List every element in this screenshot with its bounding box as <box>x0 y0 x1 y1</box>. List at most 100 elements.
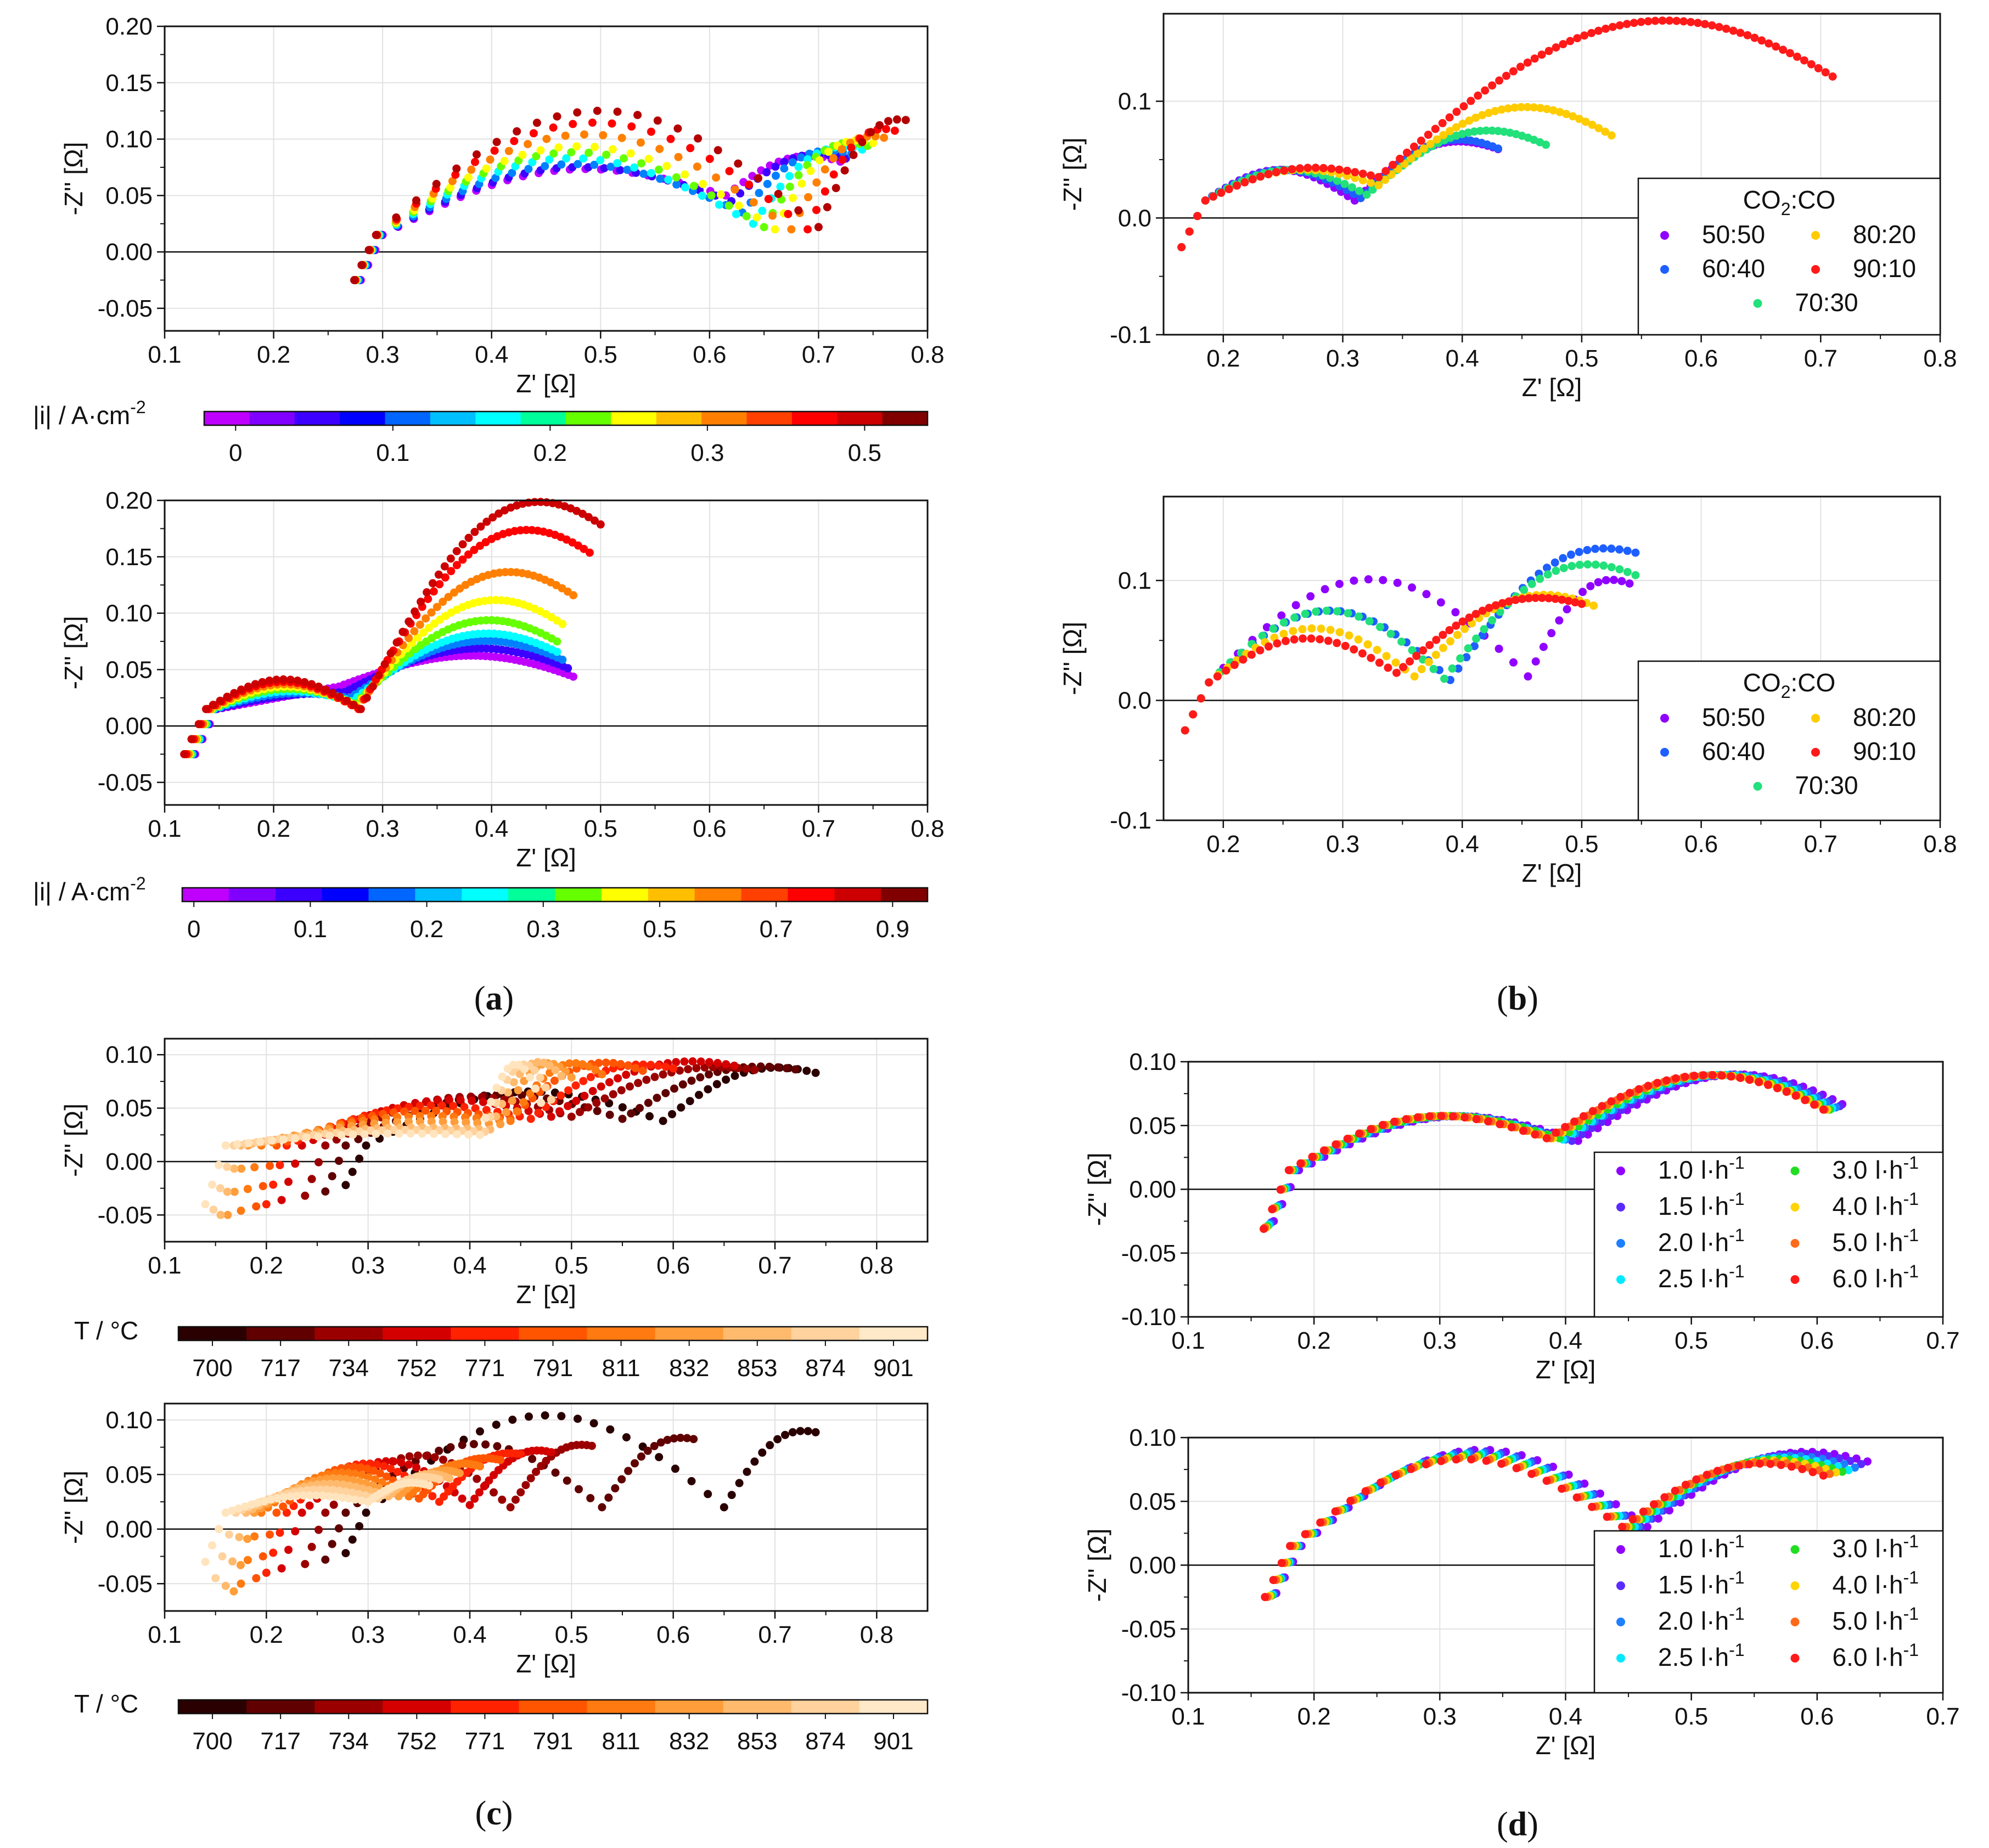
data-point <box>1391 658 1400 667</box>
data-point <box>1863 1457 1872 1466</box>
data-point <box>180 750 189 758</box>
data-point <box>686 1097 694 1106</box>
data-point <box>655 1453 664 1462</box>
colorbar-segment <box>508 888 555 902</box>
colorbar-tick-label: 0.9 <box>876 916 909 943</box>
data-point <box>1333 607 1342 616</box>
data-point <box>687 1077 696 1085</box>
data-point <box>302 1133 311 1142</box>
data-point <box>716 190 725 199</box>
y-tick-label: 0.10 <box>1129 1424 1176 1451</box>
data-point <box>613 159 622 167</box>
y-tick-label: 0.15 <box>105 544 153 571</box>
data-point <box>1290 613 1299 622</box>
x-tick-label: 0.5 <box>1565 345 1598 372</box>
x-axis-label: Z' [Ω] <box>1536 1731 1596 1760</box>
data-point <box>1379 576 1387 584</box>
data-point <box>1367 171 1375 180</box>
data-point <box>533 1058 542 1067</box>
data-point <box>230 1164 239 1173</box>
data-point <box>1558 1484 1566 1493</box>
data-point <box>1301 1530 1310 1539</box>
data-point <box>493 1442 502 1451</box>
data-point <box>1431 651 1440 659</box>
data-point <box>1288 165 1296 173</box>
data-point <box>411 1107 419 1115</box>
colorbar-segment <box>859 1700 928 1714</box>
colorbar-segment <box>294 412 340 425</box>
data-point <box>516 526 525 534</box>
legend-marker <box>1616 1545 1625 1554</box>
colorbar-tick-label: 853 <box>737 1728 777 1755</box>
data-point <box>306 1491 314 1500</box>
data-point <box>526 1474 535 1483</box>
data-point <box>368 682 377 691</box>
colorbar-segment <box>519 1700 588 1714</box>
data-point <box>551 1066 560 1074</box>
data-point <box>1511 596 1520 604</box>
data-point <box>513 127 521 136</box>
data-point <box>1552 1128 1560 1137</box>
colorbar-segment <box>834 888 881 902</box>
data-point <box>1284 1166 1293 1175</box>
data-point <box>1335 165 1344 174</box>
legend-unit: l·h <box>1701 1192 1729 1220</box>
colorbar-segment <box>791 412 838 425</box>
data-point <box>398 628 407 636</box>
data-point <box>1437 1112 1446 1120</box>
data-point <box>341 1488 350 1496</box>
data-point <box>1407 154 1415 163</box>
x-tick-label: 0.1 <box>1171 1703 1205 1730</box>
data-point <box>1607 544 1616 553</box>
data-point <box>784 210 793 218</box>
data-point <box>187 735 196 743</box>
data-point <box>589 1419 598 1428</box>
data-point <box>266 1530 274 1539</box>
legend-unit: l·h <box>1875 1228 1903 1257</box>
data-point <box>1558 595 1566 604</box>
colorbar-segment <box>368 888 416 902</box>
data-point <box>1354 635 1363 644</box>
x-tick-label: 0.3 <box>1423 1703 1457 1730</box>
data-point <box>549 123 558 132</box>
data-point <box>201 1558 210 1566</box>
data-point <box>569 672 578 681</box>
data-point <box>452 561 461 570</box>
data-point <box>321 685 330 694</box>
data-point <box>1316 635 1324 644</box>
data-point <box>1331 1140 1340 1149</box>
data-point <box>553 112 561 121</box>
data-point <box>536 1073 544 1082</box>
data-point <box>1392 668 1401 677</box>
data-point <box>684 1065 693 1074</box>
data-point <box>1594 26 1603 35</box>
data-point <box>1291 601 1300 610</box>
data-point <box>1478 111 1486 120</box>
data-point <box>698 191 706 200</box>
data-point <box>1429 664 1438 673</box>
data-point <box>341 1181 350 1190</box>
x-tick-label: 0.4 <box>453 1252 486 1279</box>
data-point <box>389 1457 398 1466</box>
data-point <box>1454 664 1463 673</box>
data-point <box>1572 1493 1581 1502</box>
data-point <box>1299 634 1307 643</box>
x-tick-label: 0.5 <box>1675 1703 1708 1730</box>
data-point <box>218 1552 227 1560</box>
data-point <box>1779 46 1788 54</box>
data-point <box>681 183 689 191</box>
data-point <box>840 166 849 175</box>
legend-entry-label: 2.5 <box>1658 1264 1693 1293</box>
data-point <box>1381 167 1390 176</box>
y-tick-label: 0.20 <box>105 487 153 514</box>
x-tick-label: 0.7 <box>1804 345 1838 372</box>
data-point <box>1851 1463 1859 1472</box>
legend-unit: l·h <box>1875 1534 1903 1563</box>
data-point <box>1495 76 1504 85</box>
data-point <box>228 1506 237 1515</box>
colorbar-tick-label: 791 <box>533 1728 573 1755</box>
data-point <box>339 1480 347 1489</box>
data-point <box>458 555 467 564</box>
y-tick-label: 0.10 <box>105 1407 153 1434</box>
data-point <box>332 1480 341 1489</box>
